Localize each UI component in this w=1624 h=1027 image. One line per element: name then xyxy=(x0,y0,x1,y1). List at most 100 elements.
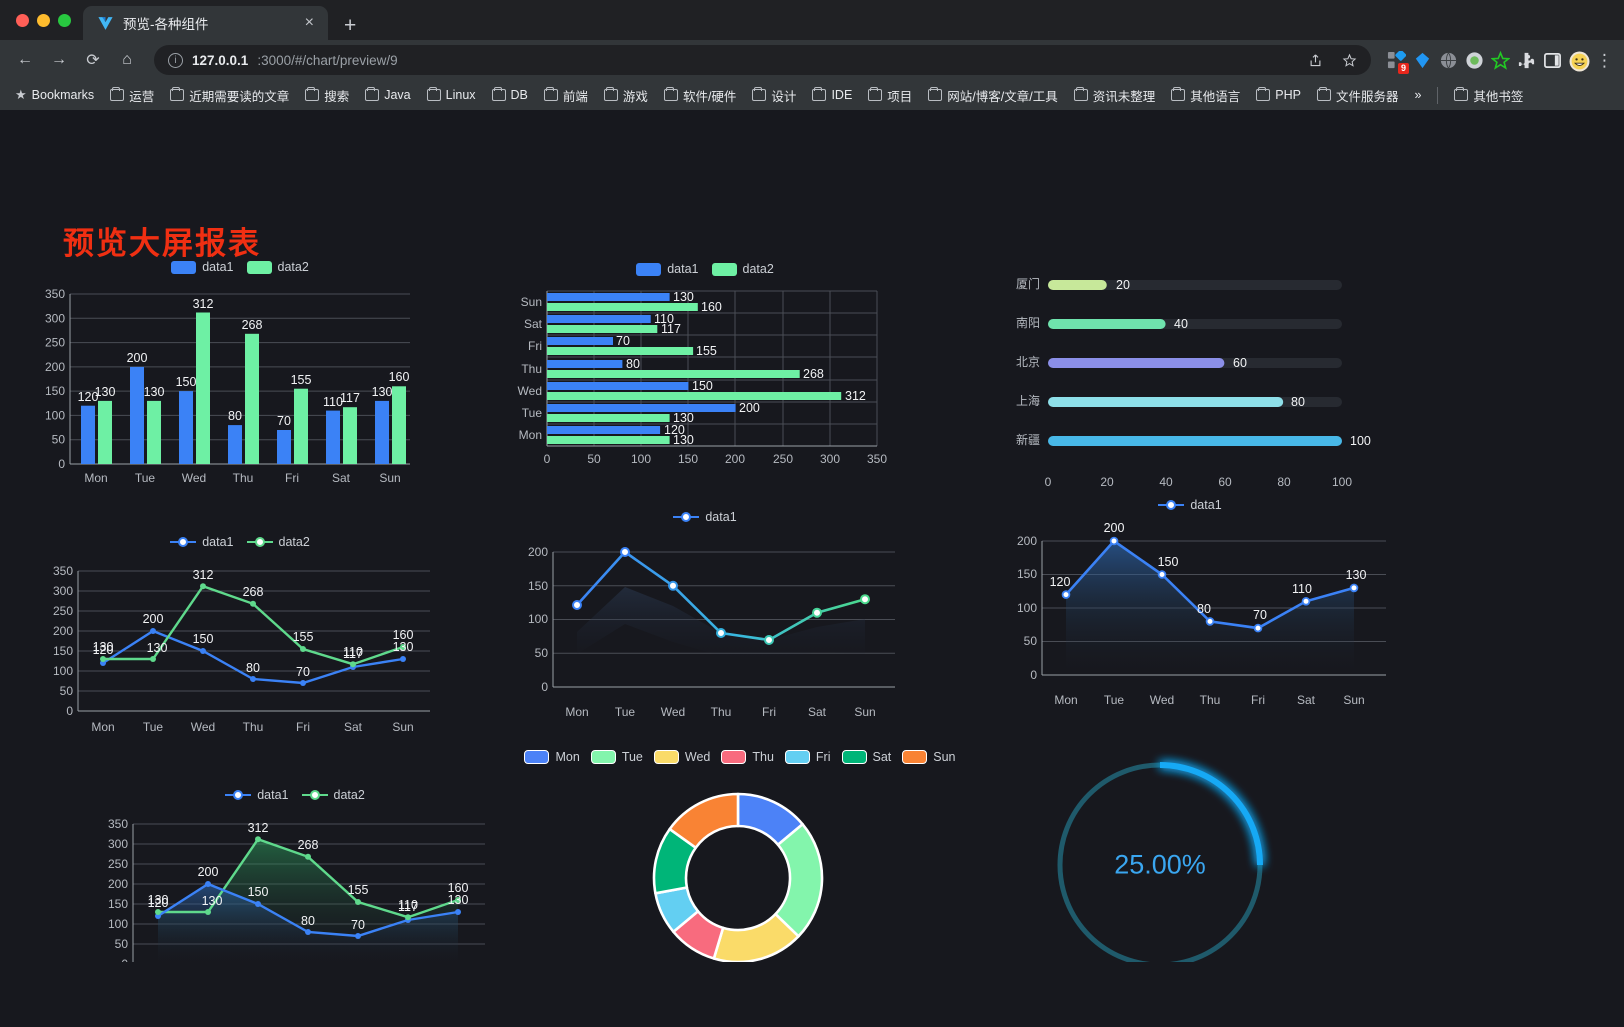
puzzle-icon[interactable] xyxy=(1517,51,1536,70)
legend-label: Fri xyxy=(815,750,831,764)
legend-item-data1[interactable]: data1 xyxy=(673,510,737,524)
bookmark-folder[interactable]: 游戏 xyxy=(597,83,655,108)
bookmark-star-icon[interactable] xyxy=(1342,53,1357,68)
svg-text:300: 300 xyxy=(820,452,840,466)
diamond-icon[interactable] xyxy=(1413,51,1432,70)
svg-text:300: 300 xyxy=(108,837,128,851)
legend-item-thu[interactable]: Thu xyxy=(721,750,774,764)
legend-swatch xyxy=(673,511,700,523)
sidepanel-icon[interactable] xyxy=(1543,51,1562,70)
svg-text:Sat: Sat xyxy=(808,705,827,719)
forward-icon[interactable]: → xyxy=(51,51,67,68)
bookmark-folder[interactable]: 运营 xyxy=(103,83,161,108)
legend-item-data1[interactable]: data1 xyxy=(171,260,234,274)
svg-text:268: 268 xyxy=(298,838,319,852)
y-axis-ticks: 0 50 100 150 200 250 300 350 xyxy=(45,287,65,471)
close-tab-button[interactable]: × xyxy=(304,14,314,31)
bookmark-folder[interactable]: 其他语言 xyxy=(1164,83,1247,108)
chart-bar-vertical: data1 data2 0 50 100 xyxy=(30,260,450,489)
minimize-window-button[interactable] xyxy=(37,13,50,27)
legend-item-data1[interactable]: data1 xyxy=(1158,498,1222,512)
legend-label: data1 xyxy=(667,262,699,276)
svg-text:300: 300 xyxy=(45,311,65,325)
legend-label: Sat xyxy=(872,750,892,764)
legend-item-data2[interactable]: data2 xyxy=(246,535,310,549)
vue-logo-icon xyxy=(98,16,113,30)
site-info-icon[interactable]: i xyxy=(168,52,183,68)
legend-label: Tue xyxy=(621,750,643,764)
bookmark-label: 软件/硬件 xyxy=(682,89,737,104)
folder-icon xyxy=(1073,86,1088,101)
svg-text:40: 40 xyxy=(1159,475,1173,489)
bookmark-bookmarks[interactable]: ★ Bookmarks xyxy=(8,84,101,106)
legend-item-data2[interactable]: data2 xyxy=(711,262,774,276)
bookmark-folder[interactable]: 近期需要读的文章 xyxy=(163,83,296,108)
back-icon[interactable]: ← xyxy=(17,51,33,68)
svg-text:350: 350 xyxy=(45,287,65,301)
svg-text:80: 80 xyxy=(1291,395,1305,409)
bookmark-folder[interactable]: Linux xyxy=(420,85,483,105)
bookmark-folder[interactable]: IDE xyxy=(805,85,859,105)
bookmark-folder[interactable]: Java xyxy=(358,85,417,105)
svg-text:200: 200 xyxy=(143,612,164,626)
chart-progress-bars: 厦门 20 南阳 40 北京 60 上海 80 新疆 xyxy=(990,268,1390,498)
legend-item-fri[interactable]: Fri xyxy=(784,750,831,764)
globe-icon[interactable] xyxy=(1439,51,1458,70)
legend-item-sat[interactable]: Sat xyxy=(841,750,892,764)
new-tab-button[interactable]: + xyxy=(344,14,357,37)
legend-item-wed[interactable]: Wed xyxy=(653,750,710,764)
bookmark-folder[interactable]: PHP xyxy=(1249,85,1308,105)
circle-green-icon[interactable] xyxy=(1465,51,1484,70)
browser-tab[interactable]: 预览-各种组件 × xyxy=(83,6,328,40)
window-controls[interactable] xyxy=(12,0,83,40)
bookmark-label: 其他语言 xyxy=(1190,89,1241,104)
svg-text:50: 50 xyxy=(60,684,74,698)
legend-item-tue[interactable]: Tue xyxy=(590,750,643,764)
share-icon[interactable] xyxy=(1308,53,1323,68)
star-green-icon[interactable] xyxy=(1491,50,1510,70)
legend-item-data1[interactable]: data1 xyxy=(636,262,699,276)
bookmark-folder[interactable]: 资讯未整理 xyxy=(1067,83,1163,108)
svg-text:50: 50 xyxy=(115,937,129,951)
legend-item-data2[interactable]: data2 xyxy=(246,260,309,274)
bars xyxy=(81,312,406,464)
x-axis-ticks: Mon Tue Wed Thu Fri Sat Sun xyxy=(565,705,875,719)
bookmark-folder[interactable]: 前端 xyxy=(537,83,595,108)
bookmark-folder[interactable]: 文件服务器 xyxy=(1310,83,1406,108)
svg-text:117: 117 xyxy=(343,647,363,661)
browser-chrome: 预览-各种组件 × + ← → ⟳ ⌂ i 127.0.0.1:3000/#/c… xyxy=(0,0,1624,110)
legend-label: data2 xyxy=(742,262,774,276)
legend-item-data1[interactable]: data1 xyxy=(225,788,289,802)
chart-bar-horizontal: data1 data2 xyxy=(505,262,905,471)
svg-text:100: 100 xyxy=(1332,475,1352,489)
reload-icon[interactable]: ⟳ xyxy=(86,52,100,69)
overflow-menu-icon[interactable]: ⋮ xyxy=(1596,50,1613,70)
legend-label: Thu xyxy=(752,750,774,764)
bookmark-folder[interactable]: DB xyxy=(485,85,535,105)
svg-text:120: 120 xyxy=(1050,575,1071,589)
y-axis-ticks: 0 50 100 150 200 250 300 350 xyxy=(108,817,128,962)
bookmark-label: 文件服务器 xyxy=(1335,89,1399,104)
bookmark-other[interactable]: 其他书签 xyxy=(1447,83,1530,108)
bookmark-label: Bookmarks xyxy=(31,88,95,102)
bookmark-folder[interactable]: 软件/硬件 xyxy=(657,83,743,108)
legend-item-data2[interactable]: data2 xyxy=(301,788,365,802)
svg-text:80: 80 xyxy=(301,914,315,928)
profile-avatar[interactable] xyxy=(1569,51,1590,71)
bookmark-label: Linux xyxy=(445,88,476,102)
legend-item-mon[interactable]: Mon xyxy=(524,750,580,764)
close-window-button[interactable] xyxy=(16,13,29,27)
legend-item-data1[interactable]: data1 xyxy=(170,535,234,549)
legend-item-sun[interactable]: Sun xyxy=(902,750,956,764)
home-icon[interactable]: ⌂ xyxy=(122,51,132,68)
bookmarks-overflow-button[interactable]: » xyxy=(1414,88,1422,102)
maximize-window-button[interactable] xyxy=(58,13,71,27)
svg-text:155: 155 xyxy=(696,344,717,358)
address-bar[interactable]: i 127.0.0.1:3000/#/chart/preview/9 xyxy=(154,45,1371,75)
bookmark-folder[interactable]: 搜索 xyxy=(298,83,356,108)
bookmark-folder[interactable]: 项目 xyxy=(861,83,919,108)
bookmark-folder[interactable]: 设计 xyxy=(745,83,803,108)
bookmark-folder[interactable]: 网站/博客/文章/工具 xyxy=(921,83,1064,108)
puzzle-badge-icon[interactable]: 9 xyxy=(1387,50,1409,74)
